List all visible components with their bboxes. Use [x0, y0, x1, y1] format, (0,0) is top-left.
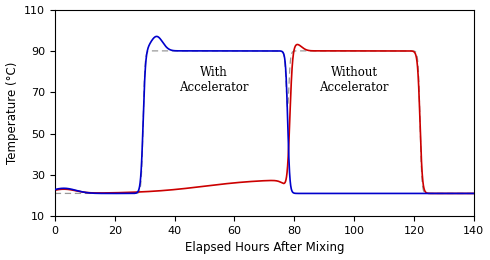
- Text: With
Accelerator: With Accelerator: [179, 66, 248, 94]
- Text: Without
Accelerator: Without Accelerator: [319, 66, 389, 94]
- Y-axis label: Temperature (°C): Temperature (°C): [5, 62, 19, 164]
- X-axis label: Elapsed Hours After Mixing: Elapsed Hours After Mixing: [185, 242, 344, 255]
